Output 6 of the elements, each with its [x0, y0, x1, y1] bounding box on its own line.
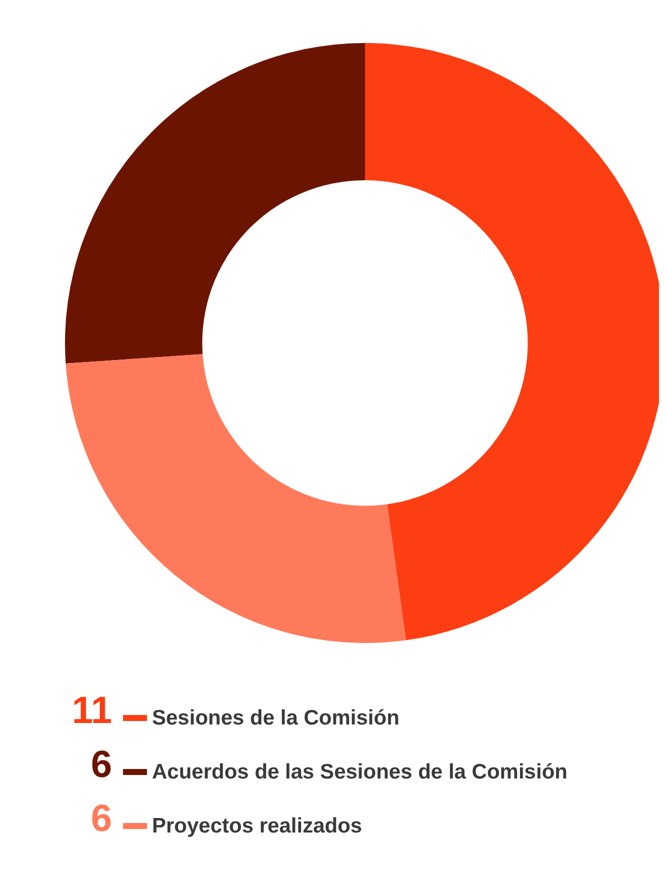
data-label: 11 [72, 690, 112, 732]
legend-label: Acuerdos de las Sesiones de la Comisión [152, 760, 568, 784]
legend-label: Sesiones de la Comisión [152, 706, 400, 730]
legend-label: Proyectos realizados [152, 814, 362, 838]
data-label: 6 [90, 744, 112, 786]
data-label: 6 [90, 798, 112, 840]
